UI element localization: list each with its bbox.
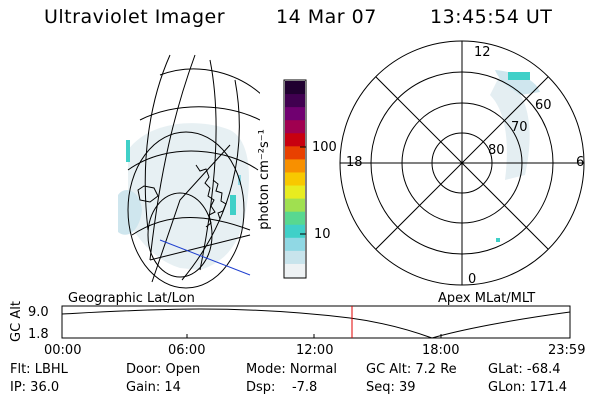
gain-label: Gain: 14 [126,380,181,395]
ip-label: IP: 36.0 [10,380,60,395]
time-label: 13:45:54 UT [430,6,553,28]
timeline-right-title: Apex MLat/MLT [438,291,536,306]
glon-label: GLon: 171.4 [488,380,568,395]
aurora-spot [126,140,130,162]
polar-diagonal [375,76,549,250]
graticule-line [199,59,217,271]
colorbar-segment [285,159,305,173]
geographic-map [118,54,260,289]
polar-label-18: 18 [346,155,363,170]
colorbar-segment [285,120,305,134]
timeline-tick-label: 00:00 [44,343,82,358]
colorbar [283,79,307,279]
colorbar-frame [283,79,307,279]
instrument-title: Ultraviolet Imager [44,6,226,28]
colorbar-tick-label-100: 100 [312,140,337,155]
colorbar-segment [285,146,305,160]
polar-plot [339,40,585,286]
colorbar-segment [285,250,305,265]
colorbar-segment [285,172,305,187]
aurora-spot [496,238,500,242]
colorbar-tick-label-10: 10 [314,227,331,242]
timeline-tick-label: 12:00 [296,343,334,358]
glat-label: GLat: -68.4 [488,362,561,377]
graticule-line [181,79,240,281]
colorbar-segment [285,263,305,278]
filter-label: Flt: LBHL [10,362,68,377]
colorbar-segment [285,133,305,147]
uv-glow-patch [118,190,142,235]
altitude-curve [61,308,571,339]
dsp-label: Dsp: -7.8 [246,380,318,395]
coastline [195,164,216,228]
graticule-line [149,54,196,261]
polar-label-80: 80 [488,143,505,158]
graticule-line [139,106,260,121]
timeline-tick-label: 06:00 [168,343,206,358]
timeline-y-bottom: 1.8 [28,327,49,342]
colorbar-segment [285,224,305,239]
mode-label: Mode: Normal [246,362,337,377]
timeline-tick-label: 23:59 [548,343,586,358]
graticule-line [127,150,259,171]
coastline [137,185,159,203]
colorbar-segment [285,94,305,108]
graticule-line [149,234,251,261]
colorbar-segment [285,211,305,226]
coastline [212,179,227,220]
polar-label-60: 60 [535,98,552,113]
graticule-line [159,68,260,94]
polar-label-12: 12 [474,45,491,60]
colorbar-segment [285,185,305,200]
date-label: 14 Mar 07 [276,6,377,28]
graticule-line [144,54,171,231]
polar-label-70: 70 [511,120,528,135]
latitude-circle [147,192,213,278]
timeline-left-title: Geographic Lat/Lon [68,291,195,306]
polar-label-6: 6 [576,155,585,170]
timeline-y-top: 9.0 [28,305,49,320]
timeline-frame [61,305,571,339]
graticule-line [151,144,231,283]
colorbar-segment [285,107,305,121]
colorbar-segment [285,81,305,95]
uv-glow-region [495,70,540,95]
uv-glow-region [128,123,249,270]
aurora-spot [508,72,530,80]
polar-label-0: 0 [468,272,477,287]
graticule-line [131,217,251,236]
colorbar-segment [285,237,305,252]
door-label: Door: Open [126,362,201,377]
terminator-line [159,239,251,276]
timeline-plot [61,305,571,339]
timeline-y-label: GC Alt [8,301,24,342]
timeline-tick-label: 18:00 [422,343,460,358]
aurora-spot [230,195,236,215]
colorbar-unit-label: photon cm⁻²s⁻¹ [256,129,272,230]
latitude-circle [127,131,245,289]
colorbar-segment [285,198,305,213]
gc-alt-label: GC Alt: 7.2 Re [366,362,457,377]
seq-label: Seq: 39 [366,380,416,395]
